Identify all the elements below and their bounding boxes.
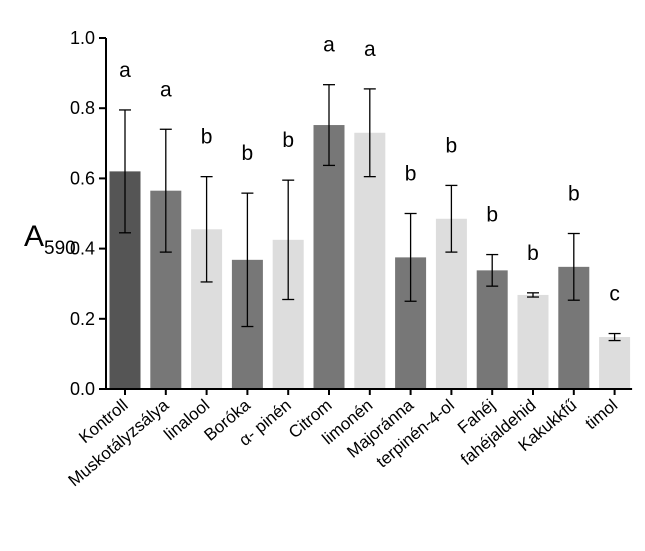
significance-letter: a bbox=[364, 38, 376, 61]
significance-letter: b bbox=[486, 204, 498, 227]
significance-letter: b bbox=[446, 134, 458, 157]
y-tick-label: 0.8 bbox=[70, 98, 95, 118]
y-axis: 0.0 0.2 0.4 0.6 0.8 1.0 bbox=[70, 28, 107, 399]
significance-letter: b bbox=[527, 242, 539, 265]
significance-letter: b bbox=[242, 142, 254, 165]
significance-letter: a bbox=[119, 59, 131, 82]
bar bbox=[517, 294, 549, 389]
x-tick-label: timol bbox=[581, 396, 621, 434]
y-tick-label: 1.0 bbox=[70, 28, 95, 48]
y-axis-label-subscript: 590 bbox=[44, 238, 76, 259]
significance-letter: a bbox=[160, 78, 172, 101]
bar bbox=[313, 125, 345, 389]
bar bbox=[476, 270, 508, 389]
y-tick-label: 0.6 bbox=[70, 168, 95, 188]
bars bbox=[109, 125, 631, 389]
y-tick-label: 0.4 bbox=[70, 239, 95, 259]
significance-letter: b bbox=[405, 163, 417, 186]
significance-letter: c bbox=[609, 283, 620, 306]
significance-letter: b bbox=[201, 126, 213, 149]
y-tick-label: 0.0 bbox=[70, 379, 95, 399]
significance-letters: a a b b b a a b b b b b c bbox=[119, 34, 620, 306]
significance-letter: b bbox=[568, 183, 580, 206]
significance-letter: a bbox=[323, 34, 335, 57]
y-axis-label: A 590 bbox=[24, 220, 76, 259]
x-axis: KontrollMuskotályzsályalinaloolBorókaα- … bbox=[65, 388, 633, 490]
bar bbox=[599, 337, 631, 389]
y-axis-label-main: A bbox=[24, 220, 44, 253]
error-bars bbox=[119, 84, 621, 342]
significance-letter: b bbox=[282, 129, 294, 152]
y-tick-label: 0.2 bbox=[70, 309, 95, 329]
